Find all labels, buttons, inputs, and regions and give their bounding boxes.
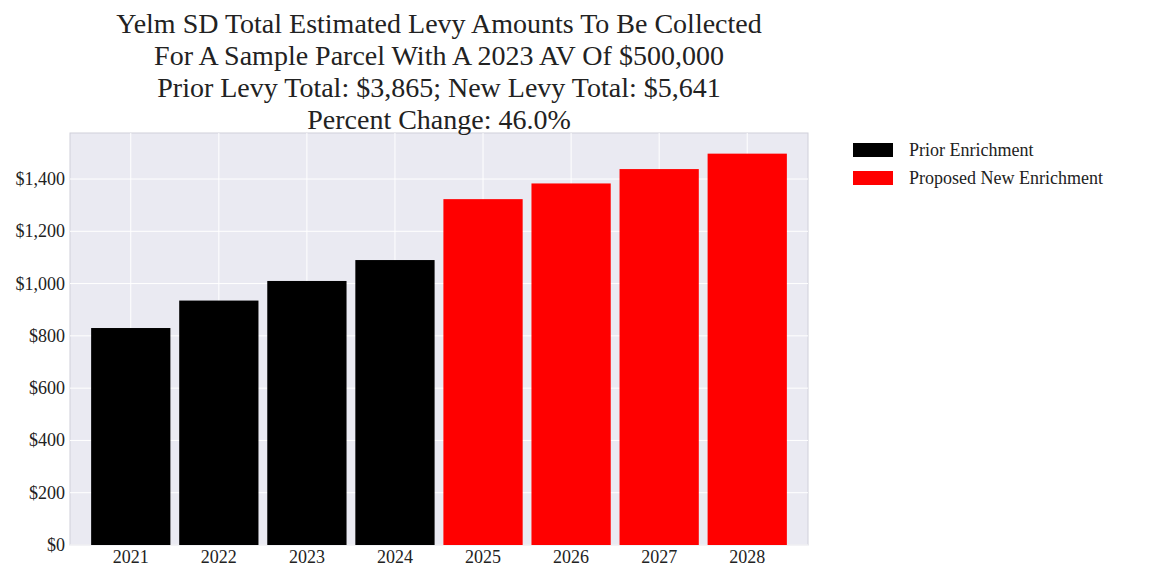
bars	[91, 154, 787, 545]
y-tick-label: $0	[47, 535, 65, 555]
title-line: Prior Levy Total: $3,865; New Levy Total…	[157, 72, 721, 103]
title: Yelm SD Total Estimated Levy Amounts To …	[116, 8, 762, 135]
legend-swatch	[853, 171, 893, 185]
bar	[355, 260, 434, 545]
y-tick-label: $800	[29, 326, 65, 346]
legend-label: Prior Enrichment	[909, 140, 1033, 160]
y-tick-label: $600	[29, 378, 65, 398]
title-line: For A Sample Parcel With A 2023 AV Of $5…	[154, 40, 724, 71]
x-tick-label: 2023	[289, 547, 325, 567]
bar	[91, 328, 170, 545]
x-tick-label: 2027	[641, 547, 677, 567]
bar	[179, 301, 258, 545]
title-line: Yelm SD Total Estimated Levy Amounts To …	[116, 8, 762, 39]
legend-swatch	[853, 143, 893, 157]
x-tick-label: 2026	[553, 547, 589, 567]
x-tick-label: 2022	[201, 547, 237, 567]
x-tick-label: 2028	[729, 547, 765, 567]
bar	[531, 183, 610, 545]
y-tick-label: $1,400	[16, 169, 66, 189]
chart: $0 $200 $400 $600 $800 $1,000 $1,200 $1,400 2021…	[0, 0, 1152, 576]
y-tick-label: $1,000	[16, 274, 66, 294]
y-tick-label: $200	[29, 483, 65, 503]
legend-label: Proposed New Enrichment	[909, 168, 1103, 188]
y-tick-label: $1,200	[16, 221, 66, 241]
x-tick-label: 2021	[113, 547, 149, 567]
bar	[708, 154, 787, 545]
x-tick-label: 2024	[377, 547, 413, 567]
title-line: Percent Change: 46.0%	[307, 104, 571, 135]
x-tick-label: 2025	[465, 547, 501, 567]
bar	[267, 281, 346, 545]
bar	[443, 199, 522, 545]
bar	[620, 169, 699, 545]
plot-area	[70, 133, 808, 545]
y-tick-label: $400	[29, 430, 65, 450]
